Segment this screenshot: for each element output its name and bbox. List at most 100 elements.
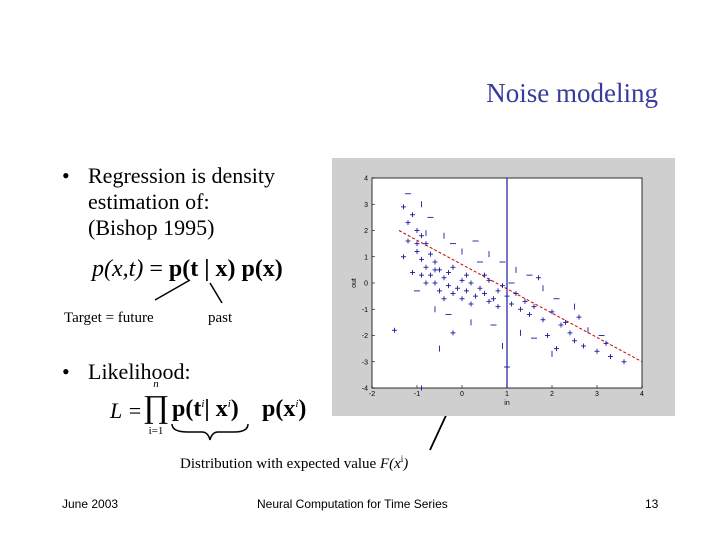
eq2-prod-upper: n (153, 378, 159, 390)
data-point (603, 340, 609, 346)
data-point (509, 301, 514, 307)
data-point (486, 298, 492, 304)
eq1-equals: = (149, 256, 163, 282)
data-point (513, 291, 519, 296)
data-point (419, 256, 424, 262)
data-point (414, 241, 420, 247)
data-point (450, 330, 456, 336)
data-point (576, 314, 582, 320)
y-axis-label: out (351, 278, 358, 288)
distribution-label-fx: F(x (379, 456, 401, 472)
y-tick-label: -3 (362, 359, 368, 366)
y-tick-label: -1 (362, 307, 368, 314)
slide-title: Noise modeling (486, 78, 658, 108)
data-point (410, 270, 415, 275)
data-point (428, 272, 433, 278)
scatter-plot: -2 -1 0 1 2 3 4 4 3 2 1 0 -1 -2 -3 -4 in out (351, 176, 644, 408)
data-point (567, 330, 573, 336)
eq1-conditional: p(t | x) (168, 256, 236, 282)
data-point (594, 348, 600, 354)
data-point (437, 288, 442, 294)
data-point (423, 264, 429, 270)
data-point (432, 267, 438, 273)
data-point (563, 319, 568, 325)
x-tick-label: 1 (505, 391, 509, 398)
bullet-line-1: Regression is density (88, 163, 275, 188)
likelihood-brace (171, 423, 249, 441)
data-point (405, 220, 411, 226)
data-point (531, 304, 537, 310)
distribution-label-prefix: Distribution with expected value (180, 456, 380, 472)
data-point (446, 270, 451, 275)
eq1-lhs: p(x,t) (92, 256, 144, 282)
data-point (482, 272, 487, 278)
data-point (545, 333, 550, 338)
data-point (428, 251, 433, 257)
bullet-likelihood-label: Likelihood: (88, 359, 191, 384)
data-point (419, 233, 424, 239)
data-point (540, 317, 546, 323)
x-tick-label: 2 (550, 391, 554, 398)
x-tick-label: -1 (414, 391, 420, 398)
data-point (459, 296, 465, 302)
data-point (450, 291, 456, 296)
eq2-lhs: L = (110, 398, 143, 423)
data-point (621, 359, 627, 365)
data-point (468, 301, 474, 307)
data-point (464, 272, 469, 278)
data-point (464, 288, 469, 294)
data-point (572, 338, 577, 344)
data-point (450, 264, 456, 270)
bullet-regression: • Regression is density estimation of: (… (62, 163, 275, 241)
eq2-prod-lower: i=1 (148, 425, 164, 437)
bullet-likelihood: • Likelihood: (62, 359, 191, 385)
data-point (518, 306, 523, 312)
eq2-marginal: p(xi) (262, 396, 307, 422)
footer-page-number: 13 (645, 497, 659, 511)
data-point (414, 249, 420, 254)
y-tick-label: 3 (364, 202, 368, 209)
data-point (491, 296, 496, 302)
eq2-conditional: p(ti| xi) (172, 396, 239, 422)
data-point (554, 346, 559, 352)
x-tick-label: 4 (640, 391, 644, 398)
scatter-plot-panel: -2 -1 0 1 2 3 4 4 3 2 1 0 -1 -2 -3 -4 in out (332, 158, 675, 416)
likelihood-equation: L = n ∏ i=1 p(ti| xi) p(xi) (110, 378, 310, 437)
data-point (455, 285, 460, 291)
data-point (401, 204, 406, 210)
distribution-label: Distribution with expected value F(xi) (180, 454, 409, 472)
data-point (477, 285, 483, 291)
data-point (608, 354, 613, 359)
x-tick-label: 3 (595, 391, 599, 398)
data-point (558, 322, 564, 328)
eq1-marginal: p(x) (241, 256, 283, 282)
data-point (527, 312, 532, 317)
x-axis-label: in (504, 400, 510, 407)
regression-line (398, 230, 643, 363)
data-point (459, 277, 465, 283)
data-point (500, 283, 505, 289)
x-tick-label: 0 (460, 391, 464, 398)
data-point (504, 293, 510, 299)
data-point (468, 280, 474, 286)
past-pointer-line (209, 282, 223, 304)
data-point (432, 259, 438, 265)
target-pointer-line (154, 279, 191, 301)
data-point (581, 343, 586, 349)
bullet-line-3: (Bishop 1995) (88, 215, 215, 240)
data-point (482, 291, 487, 296)
data-point (419, 272, 424, 278)
y-tick-label: 2 (364, 228, 368, 235)
y-tick-label: 1 (364, 254, 368, 261)
data-point (473, 293, 478, 299)
y-tick-label: -2 (362, 333, 368, 340)
y-tick-label: 4 (364, 176, 368, 183)
y-tick-label: 0 (364, 281, 368, 288)
joint-density-equation: p(x,t) = p(t | x) p(x) (92, 256, 283, 283)
data-point (419, 385, 424, 391)
data-point (414, 228, 420, 233)
data-point (401, 254, 406, 260)
data-point (392, 327, 397, 333)
bullet-dot-icon: • (62, 359, 70, 384)
data-point (441, 296, 447, 302)
